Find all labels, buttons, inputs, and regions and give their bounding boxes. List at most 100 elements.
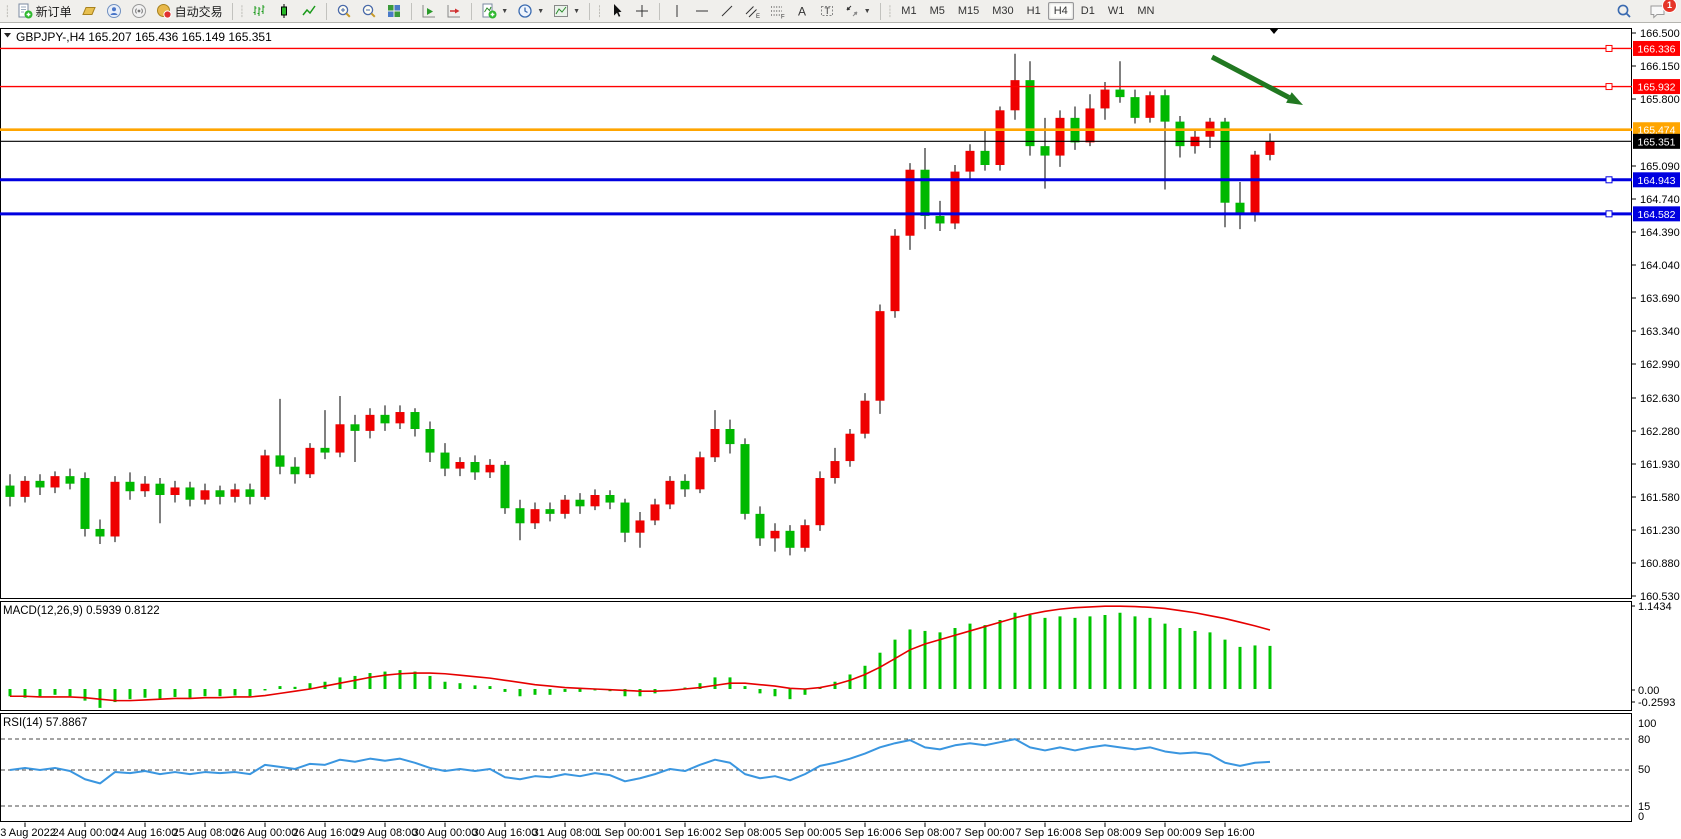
trendline-tool-button[interactable]	[715, 1, 739, 21]
tab-timeframe-h4[interactable]: H4	[1047, 2, 1074, 20]
price-axis-tick-label: 164.040	[1640, 260, 1680, 272]
candle-body	[725, 428, 735, 445]
tab-timeframe-mn[interactable]: MN	[1131, 2, 1160, 20]
candle-body	[650, 504, 660, 521]
price-level-badge	[1633, 122, 1680, 138]
autotrading-icon	[156, 4, 172, 19]
cursor-tool-button[interactable]	[605, 1, 629, 21]
candle-body	[215, 490, 225, 497]
toolbar-separator	[589, 2, 591, 20]
candle-body	[320, 447, 330, 453]
crosshair-tool-button[interactable]	[630, 1, 654, 21]
annotation-arrow-head[interactable]	[1286, 92, 1303, 105]
channel-tool-button[interactable]: E	[740, 1, 764, 21]
chevron-down-icon: ▼	[501, 7, 509, 15]
arrows-tool-button[interactable]: ▼	[840, 1, 875, 21]
candle-body	[1160, 95, 1170, 122]
horizontal-line-tool-button[interactable]	[690, 1, 714, 21]
price-axis-tick-label: 166.150	[1640, 61, 1680, 73]
tab-timeframe-m5[interactable]: M5	[924, 2, 951, 20]
level-line-handle[interactable]	[1605, 176, 1613, 184]
candle-body	[1130, 97, 1140, 118]
chart-shift-button[interactable]	[417, 1, 441, 21]
chevron-down-icon: ▼	[573, 7, 581, 15]
indicators-button[interactable]: ▼	[477, 1, 512, 21]
autotrading-label: 自动交易	[174, 4, 223, 19]
chart-shift-marker-icon[interactable]	[1269, 28, 1279, 34]
candle-body	[65, 476, 75, 484]
new-order-button[interactable]: 新订单	[13, 1, 76, 22]
time-axis-label: 26 Aug 00:00	[233, 827, 298, 839]
text-tool-button[interactable]: A	[790, 1, 814, 21]
tab-timeframe-d1[interactable]: D1	[1075, 2, 1101, 20]
zoom-out-icon	[363, 4, 376, 18]
candle-body	[35, 480, 45, 488]
candle-body	[950, 171, 960, 224]
candle-body	[350, 424, 360, 431]
profile-button[interactable]	[102, 1, 126, 21]
toolbar-right-group: 1	[1612, 0, 1678, 22]
time-axis-label: 7 Sep 00:00	[955, 827, 1014, 839]
candle-body	[1250, 154, 1260, 215]
signals-button[interactable]	[127, 1, 151, 21]
ohlc-bars-icon	[253, 5, 265, 16]
vertical-line-tool-button[interactable]	[665, 1, 689, 21]
candle-body	[5, 485, 15, 497]
candle-body	[410, 412, 420, 429]
time-axis-label: 24 Aug 00:00	[53, 827, 118, 839]
candle-body	[1220, 121, 1230, 203]
svg-text:E: E	[756, 14, 760, 19]
add-indicator-icon	[482, 3, 497, 19]
search-icon	[1617, 4, 1631, 18]
annotation-arrow[interactable]	[1210, 54, 1291, 100]
time-axis-label: 7 Sep 16:00	[1015, 827, 1074, 839]
candle-body	[920, 169, 930, 216]
tile-windows-button[interactable]	[382, 1, 406, 21]
autotrading-button[interactable]: 自动交易	[152, 1, 227, 22]
candle-body	[665, 480, 675, 505]
tab-timeframe-m30[interactable]: M30	[986, 2, 1019, 20]
macd-axis-tick-label: 1.1434	[1638, 601, 1672, 613]
periods-button[interactable]: ▼	[513, 1, 548, 21]
tab-timeframe-m1[interactable]: M1	[895, 2, 922, 20]
macd-panel[interactable]	[0, 601, 1632, 711]
bar-chart-mode-button[interactable]	[247, 1, 271, 21]
tab-timeframe-w1[interactable]: W1	[1102, 2, 1131, 20]
candle-body	[965, 150, 975, 172]
price-axis-tick-label: 164.740	[1640, 194, 1680, 206]
candle-body	[1235, 202, 1245, 215]
time-axis-label: 1 Sep 16:00	[655, 827, 714, 839]
market-gold-button[interactable]	[77, 1, 101, 21]
horizontal-line-icon	[695, 10, 708, 12]
candle-body	[125, 481, 135, 492]
auto-scroll-button[interactable]	[442, 1, 466, 21]
svg-text:A: A	[798, 5, 806, 19]
candle-body	[455, 461, 465, 469]
search-button[interactable]	[1612, 1, 1637, 22]
level-line-handle[interactable]	[1605, 44, 1613, 52]
fibonacci-tool-button[interactable]: F	[765, 1, 789, 21]
zoom-in-button[interactable]	[332, 1, 356, 21]
templates-button[interactable]: ▼	[549, 1, 584, 21]
candle-body	[50, 476, 60, 488]
candle-body	[635, 520, 645, 533]
notifications-button[interactable]: 1	[1645, 0, 1677, 21]
vertical-line-icon	[676, 5, 678, 17]
candlestick-mode-button[interactable]	[272, 1, 296, 21]
text-label-tool-button[interactable]: T	[815, 1, 839, 21]
candle-body	[20, 480, 30, 497]
symbol-dropdown-icon[interactable]	[4, 33, 11, 38]
arrow-objects-icon	[846, 5, 858, 17]
level-line-handle[interactable]	[1605, 83, 1613, 91]
candle-body	[770, 530, 780, 539]
zoom-out-button[interactable]	[357, 1, 381, 21]
fibonacci-icon: F	[770, 6, 785, 19]
toolbar-grip: ┊	[238, 5, 246, 18]
line-chart-mode-button[interactable]	[297, 1, 321, 21]
level-line-handle[interactable]	[1605, 210, 1613, 218]
candle-body	[1265, 141, 1275, 155]
tab-timeframe-h1[interactable]: H1	[1021, 2, 1047, 20]
candle-body	[380, 414, 390, 424]
tab-timeframe-m15[interactable]: M15	[952, 2, 985, 20]
